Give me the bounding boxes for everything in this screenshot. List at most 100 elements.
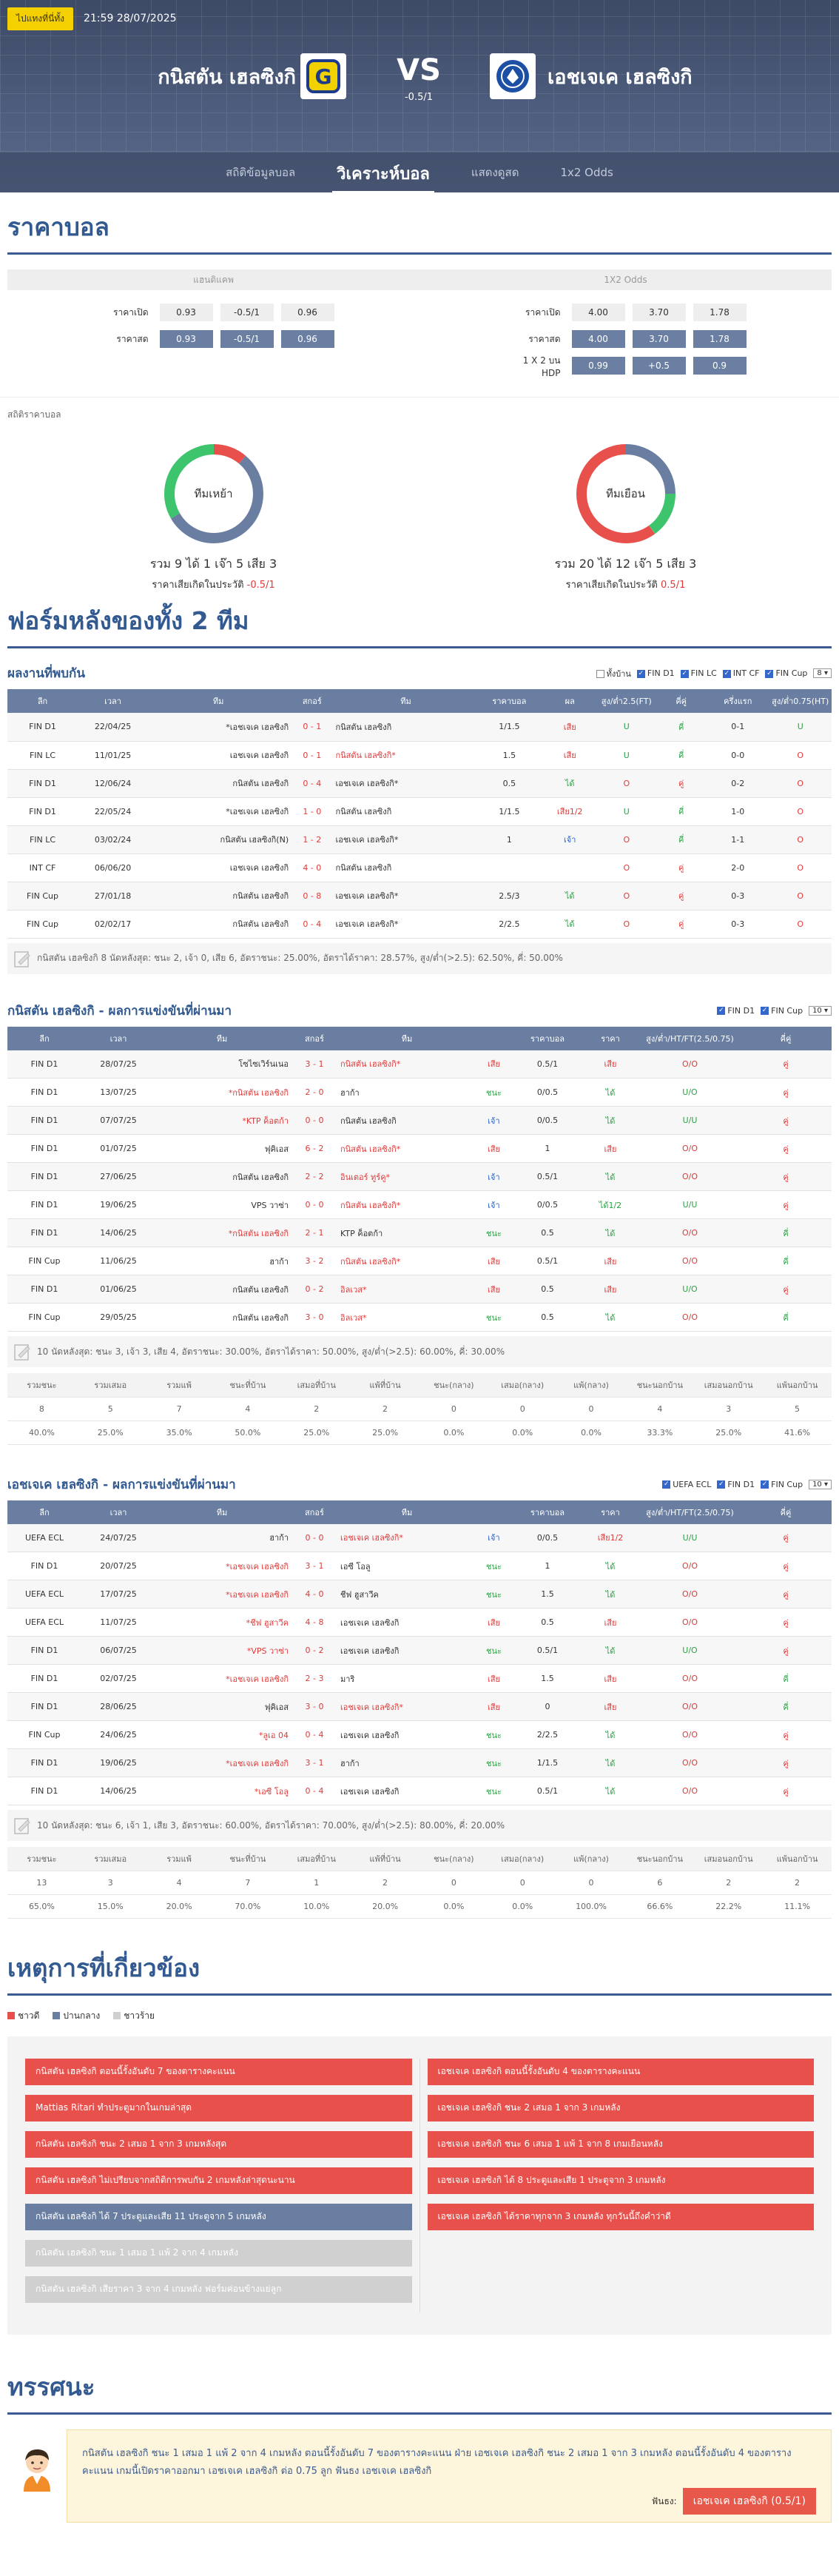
table-cell: เอชเจเค เฮลซิงกิ* (335, 882, 476, 910)
checkbox-icon[interactable]: ✓ (761, 1480, 769, 1489)
event-item[interactable]: กนิสตัน เฮลซิงกิ เสียราคา 3 จาก 4 เกมหลั… (25, 2275, 412, 2303)
filter-0[interactable]: ✓ FIN D1 (717, 1006, 755, 1016)
filter-0[interactable]: ✓ UEFA ECL (662, 1480, 711, 1489)
odds-value[interactable]: 4.00 (571, 330, 625, 348)
pick-badge[interactable]: เอชเจเค เฮลซิงกิ (0.5/1) (682, 2487, 816, 2515)
checkbox-icon[interactable]: ✓ (636, 669, 645, 678)
table-row[interactable]: FIN Cup 27/01/18 กนิสตัน เฮลซิงกิ 0 - 8 เอชเ… (7, 882, 832, 910)
event-item[interactable]: Mattias Ritari ทำประตูมากในเกมล่าสุด (25, 2094, 412, 2121)
table-row[interactable]: FIN Cup 02/02/17 กนิสตัน เฮลซิงกิ 0 - 4 เอชเ… (7, 910, 832, 939)
tab-stats[interactable]: สถิติข้อมูลบอล (226, 166, 296, 179)
stat-cell: 15.0% (75, 1894, 145, 1919)
table-cell: FIN D1 (7, 1664, 81, 1693)
table-row[interactable]: UEFA ECL 11/07/25 *ชีฟ ฮูสาวีค 4 - 8 เอชเจเค… (7, 1608, 832, 1637)
checkbox-icon[interactable]: ✓ (717, 1480, 726, 1489)
event-item[interactable]: กนิสตัน เฮลซิงกิ ได้ 7 ประตูและเสีย 11 ป… (25, 2203, 412, 2230)
event-item[interactable]: กนิสตัน เฮลซิงกิ ชนะ 2 เสมอ 1 จาก 3 เกมห… (25, 2130, 412, 2158)
table-row[interactable]: FIN Cup 29/05/25 กนิสตัน เฮลซิงกิ 3 - 0 อิลเ… (7, 1303, 832, 1332)
tab-analysis[interactable]: วิเคราะห์บอล (332, 152, 434, 192)
table-row[interactable]: FIN D1 19/06/25 *เอชเจเค เฮลซิงกิ 3 - 1 ฮาก้… (7, 1748, 832, 1777)
count-select[interactable]: 10 ▾ (809, 1005, 832, 1016)
checkbox-icon[interactable]: ✓ (722, 669, 731, 678)
event-item[interactable]: เอชเจเค เฮลซิงกิ ชนะ 2 เสมอ 1 จาก 3 เกมห… (427, 2094, 814, 2121)
table-row[interactable]: UEFA ECL 24/07/25 ฮาก้า 0 - 0 เอชเจเค เฮลซิง… (7, 1523, 832, 1552)
table-row[interactable]: FIN D1 14/06/25 *กนิสตัน เฮลซิงกิ 2 - 1 KTP … (7, 1218, 832, 1247)
home-odds-stats: ทีมเหย้า รวม 9 ได้ 1 เจ๊า 5 เสีย 3 ราคาเ… (7, 426, 420, 591)
filter-1[interactable]: ✓ FIN D1 (636, 668, 675, 678)
filter-0[interactable]: ทั้งบ้าน (596, 667, 631, 680)
column-header: ลีก (7, 1500, 81, 1524)
home-events: กนิสตัน เฮลซิงกิ ตอนนี้รั้งอันดับ 7 ของต… (18, 2058, 420, 2312)
filter-1[interactable]: ✓ FIN Cup (761, 1006, 803, 1016)
table-row[interactable]: FIN D1 12/06/24 กนิสตัน เฮลซิงกิ 0 - 4 เอชเจ… (7, 769, 832, 798)
table-row[interactable]: FIN Cup 24/06/25 *ลูเอ 04 0 - 4 เอชเจเค เฮลซ… (7, 1720, 832, 1749)
table-cell: 1 - 0 (289, 797, 336, 826)
odds-value[interactable]: 1.78 (693, 330, 747, 348)
odds-value[interactable]: 4.00 (571, 303, 625, 321)
tab-1x2-odds[interactable]: 1x2 Odds (560, 166, 613, 179)
stat-cell: 25.0% (351, 1421, 420, 1445)
checkbox-icon[interactable]: ✓ (761, 1007, 769, 1015)
table-row[interactable]: FIN D1 13/07/25 *กนิสตัน เฮลซิงกิ 2 - 0 ฮาก้… (7, 1078, 832, 1107)
filter-2[interactable]: ✓ FIN Cup (761, 1480, 803, 1489)
table-cell: O/O (640, 1777, 740, 1805)
table-cell: 2.5/3 (476, 882, 543, 910)
event-item[interactable]: เอชเจเค เฮลซิงกิ ได้ 8 ประตูและเสีย 1 ปร… (427, 2167, 814, 2194)
odds-value[interactable]: 0.96 (280, 330, 334, 348)
odds-value[interactable]: -0.5/1 (220, 303, 274, 321)
event-item[interactable]: เอชเจเค เฮลซิงกิ ชนะ 6 เสมอ 1 แพ้ 1 จาก … (427, 2130, 814, 2158)
table-row[interactable]: FIN D1 22/05/24 *เอชเจเค เฮลซิงกิ 1 - 0 กนิส… (7, 797, 832, 826)
checkbox-icon[interactable]: ✓ (765, 669, 774, 678)
count-select[interactable]: 8 ▾ (813, 668, 832, 678)
live-bet-button[interactable]: ไปแทงที่นี่ทั้ง (7, 7, 74, 30)
table-row[interactable]: FIN D1 01/07/25 ฟุคิเอส 6 - 2 กนิสตัน เฮลซิง… (7, 1134, 832, 1163)
odds-value[interactable]: 3.70 (632, 303, 686, 321)
table-row[interactable]: FIN D1 27/06/25 กนิสตัน เฮลซิงกิ 2 - 2 อินเต… (7, 1162, 832, 1191)
home-team-name[interactable]: กนิสตัน เฮลซิงกิ (158, 66, 296, 89)
table-row[interactable]: FIN D1 19/06/25 VPS วาซ่า 0 - 0 กนิสตัน เฮลซ… (7, 1190, 832, 1219)
table-row[interactable]: FIN D1 01/06/25 กนิสตัน เฮลซิงกิ 0 - 2 อิลเว… (7, 1275, 832, 1304)
checkbox-icon[interactable]: ✓ (680, 669, 689, 678)
event-item[interactable]: กนิสตัน เฮลซิงกิ ตอนนี้รั้งอันดับ 7 ของต… (25, 2058, 412, 2085)
odds-value[interactable]: -0.5/1 (220, 330, 274, 348)
table-row[interactable]: FIN D1 06/07/25 *VPS วาซ่า 0 - 2 เอชเจเค เฮล… (7, 1636, 832, 1665)
filter-4[interactable]: ✓ FIN Cup (765, 668, 807, 678)
tab-live[interactable]: แสดงดูสด (471, 166, 519, 179)
count-select[interactable]: 10 ▾ (809, 1479, 832, 1489)
filter-2[interactable]: ✓ FIN LC (680, 668, 717, 678)
checkbox-icon[interactable]: ✓ (662, 1480, 671, 1489)
table-cell: *เอชเจเค เฮลซิงกิ (155, 1580, 289, 1609)
odds-value[interactable]: +0.5 (632, 357, 686, 375)
odds-value[interactable]: 0.93 (159, 303, 213, 321)
table-row[interactable]: FIN D1 14/06/25 *เอซี โอลู 0 - 4 เอชเจเค เฮล… (7, 1777, 832, 1805)
odds-value[interactable]: 0.93 (159, 330, 213, 348)
note-icon (7, 1340, 37, 1364)
odds-value[interactable]: 1.78 (693, 303, 747, 321)
stat-cell: รวมแพ้ (144, 1373, 214, 1398)
table-row[interactable]: FIN D1 07/07/25 *KTP ค็อตก้า 0 - 0 กนิสตัน เ… (7, 1106, 832, 1135)
odds-value[interactable]: 0.9 (693, 357, 747, 375)
table-row[interactable]: INT CF 06/06/20 เอชเจเค เฮลซิงกิ 4 - 0 กนิสต… (7, 853, 832, 882)
odds-value[interactable]: 3.70 (632, 330, 686, 348)
away-team-name[interactable]: เอชเจเค เฮลซิงกิ (547, 66, 693, 89)
table-row[interactable]: FIN Cup 11/06/25 ฮาก้า 3 - 2 กนิสตัน เฮลซิงก… (7, 1247, 832, 1275)
odds-value[interactable]: 0.99 (571, 357, 625, 375)
table-row[interactable]: FIN D1 22/04/25 *เอชเจเค เฮลซิงกิ 0 - 1 กนิส… (7, 713, 832, 742)
table-row[interactable]: FIN D1 20/07/25 *เอชเจเค เฮลซิงกิ 3 - 1 เอซี… (7, 1552, 832, 1580)
event-item[interactable]: กนิสตัน เฮลซิงกิ ชนะ 1 เสมอ 1 แพ้ 2 จาก … (25, 2239, 412, 2267)
table-cell: กนิสตัน เฮลซิงกิ* (340, 1190, 474, 1219)
checkbox-icon[interactable] (596, 670, 604, 678)
event-item[interactable]: เอชเจเค เฮลซิงกิ ตอนนี้รั้งอันดับ 4 ของต… (427, 2058, 814, 2085)
event-item[interactable]: กนิสตัน เฮลซิงกิ ไม่เปรียบจากสถิติการพบก… (25, 2167, 412, 2194)
event-item[interactable]: เอชเจเค เฮลซิงกิ ได้ราคาทุกจาก 3 เกมหลัง… (427, 2203, 814, 2230)
table-row[interactable]: FIN LC 03/02/24 กนิสตัน เฮลซิงกิ(N) 1 - 2 เอ… (7, 825, 832, 854)
checkbox-icon[interactable]: ✓ (717, 1007, 726, 1015)
table-row[interactable]: UEFA ECL 17/07/25 *เอชเจเค เฮลซิงกิ 4 - 0 ชี… (7, 1580, 832, 1609)
table-row[interactable]: FIN D1 28/06/25 ฟุคิเอส 3 - 0 เอชเจเค เฮลซิง… (7, 1692, 832, 1721)
table-row[interactable]: FIN D1 02/07/25 *เอชเจเค เฮลซิงกิ 2 - 3 มาริ… (7, 1664, 832, 1693)
filter-3[interactable]: ✓ INT CF (722, 668, 759, 678)
odds-value[interactable]: 0.96 (280, 303, 334, 321)
table-row[interactable]: FIN D1 28/07/25 โซไซเวิร์นเนอ 3 - 1 กนิสตัน … (7, 1050, 832, 1079)
table-row[interactable]: FIN LC 11/01/25 เอชเจเค เฮลซิงกิ 0 - 1 กนิสต… (7, 741, 832, 770)
filter-1[interactable]: ✓ FIN D1 (717, 1480, 755, 1489)
